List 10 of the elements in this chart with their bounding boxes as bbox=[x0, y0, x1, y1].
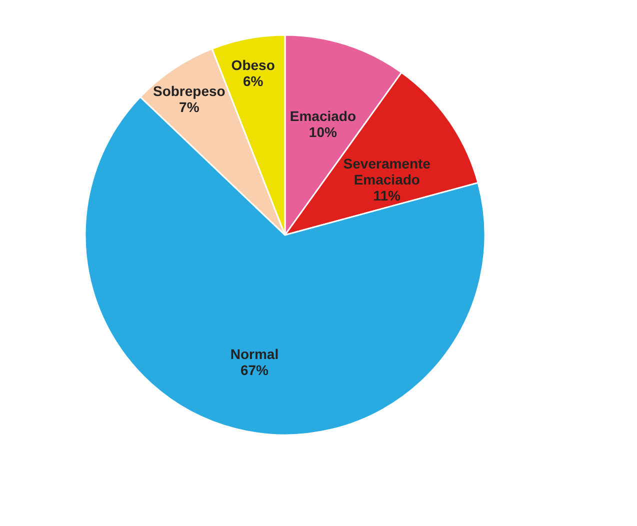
data-label: 7% bbox=[179, 99, 200, 116]
data-label: 10% bbox=[308, 124, 338, 140]
data-label: 11% bbox=[373, 187, 402, 204]
data-label: 6% bbox=[242, 72, 264, 89]
slice-label: Obeso bbox=[231, 56, 275, 73]
slice-label: Sobrepeso bbox=[152, 83, 226, 100]
data-label: 67% bbox=[240, 362, 270, 378]
slice-label: Severamente Emaciado bbox=[343, 155, 431, 188]
slice-label: Normal bbox=[230, 346, 279, 362]
slice-label: Emaciado bbox=[290, 108, 356, 124]
